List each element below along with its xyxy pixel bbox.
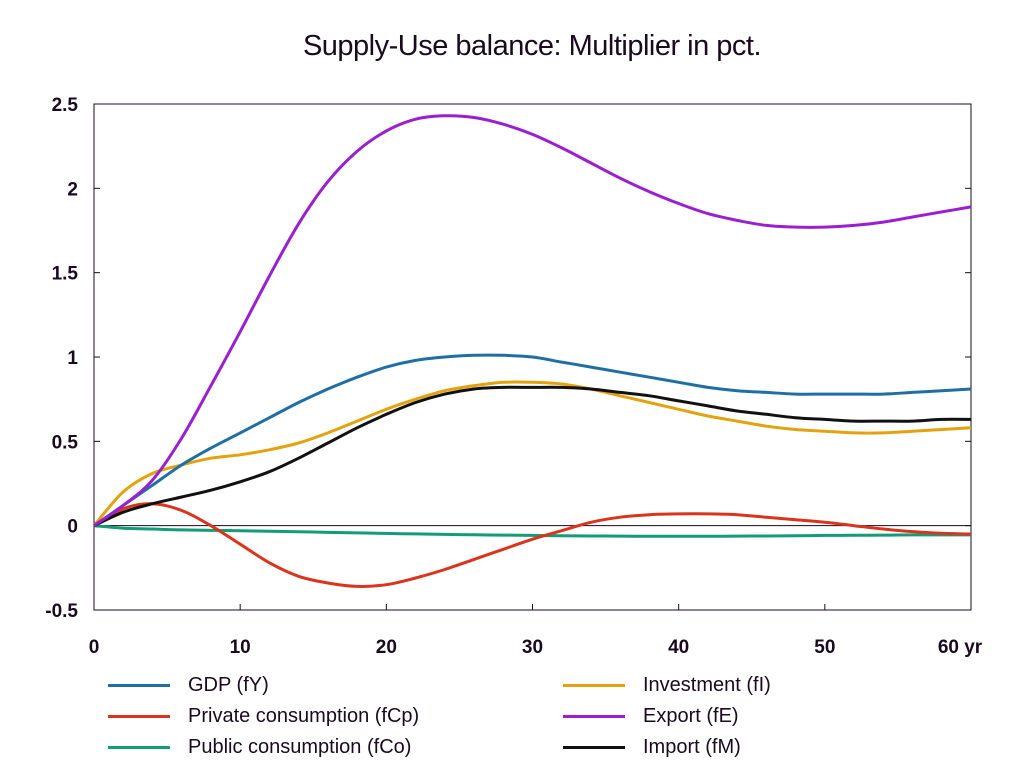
legend-label-gdp: GDP (fY)	[188, 673, 269, 696]
series-line-import	[93, 385, 972, 528]
tick-labels: -0.5 0 0.5 1 1.5 2 2.5 0 10 20 30 40 50 60 yr	[45, 95, 983, 658]
y-tick-label: 0	[67, 517, 78, 538]
legend-item-import: Import (fM)	[563, 734, 741, 760]
x-tick-label: 60 yr	[938, 637, 983, 658]
axes	[93, 103, 972, 611]
x-tick-label: 10	[230, 637, 251, 658]
series-line-public-consumption	[93, 524, 971, 538]
legend-swatch-import	[563, 745, 625, 749]
y-tick-label: 1	[67, 348, 78, 369]
legend-item-investment: Investment (fI)	[563, 672, 771, 698]
legend-label-public-consumption: Public consumption (fCo)	[188, 735, 412, 758]
x-tick-label: 0	[89, 637, 100, 658]
x-tick-label: 40	[668, 637, 689, 658]
series-line-private-consumption	[93, 502, 972, 588]
legend-label-investment: Investment (fI)	[643, 673, 771, 696]
legend-swatch-investment	[563, 683, 625, 687]
legend-item-public-consumption: Public consumption (fCo)	[108, 734, 411, 760]
y-tick-label: 2	[67, 179, 78, 200]
y-tick-label: 2.5	[52, 95, 79, 116]
x-tick-label: 50	[814, 637, 835, 658]
legend-swatch-export	[563, 714, 625, 718]
x-tick-label: 20	[376, 637, 397, 658]
legend-label-import: Import (fM)	[643, 735, 741, 758]
series-layer	[92, 114, 972, 588]
y-tick-label: 0.5	[52, 432, 79, 453]
legend-swatch-gdp	[108, 683, 170, 687]
legend-label-private-consumption: Private consumption (fCp)	[188, 704, 420, 727]
legend-label-export: Export (fE)	[643, 704, 739, 727]
y-tick-label: 1.5	[52, 264, 79, 285]
x-tick-label: 30	[522, 637, 543, 658]
series-line-export	[93, 114, 972, 527]
chart-title: Supply-Use balance: Multiplier in pct.	[302, 30, 762, 62]
legend-swatch-private-consumption	[108, 714, 170, 718]
legend-item-private-consumption: Private consumption (fCp)	[108, 703, 419, 729]
series-line-investment	[92, 380, 972, 527]
y-tick-label: -0.5	[45, 601, 78, 622]
legend-item-export: Export (fE)	[563, 703, 739, 729]
legend-item-gdp: GDP (fY)	[108, 672, 269, 698]
legend-swatch-public-consumption	[108, 745, 170, 749]
series-line-gdp	[93, 353, 972, 527]
